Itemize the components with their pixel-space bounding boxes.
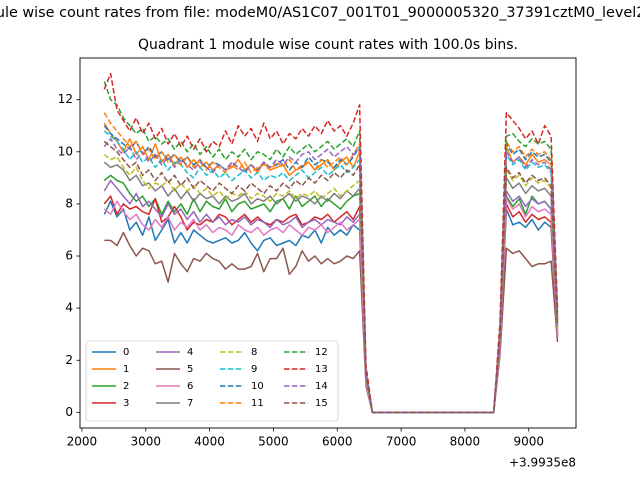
legend-label-15: 15 bbox=[315, 398, 328, 409]
series-lines bbox=[103, 72, 559, 414]
y-tick-label: 8 bbox=[65, 196, 73, 210]
legend-label-3: 3 bbox=[123, 398, 129, 409]
legend-label-11: 11 bbox=[251, 398, 264, 409]
x-tick-label: 7000 bbox=[386, 435, 417, 449]
legend-frame bbox=[85, 340, 339, 422]
x-tick-label: 4000 bbox=[194, 435, 225, 449]
x-axis: 2000 3000 4000 5000 6000 7000 8000 9000 bbox=[67, 428, 544, 449]
legend-label-0: 0 bbox=[123, 347, 129, 358]
legend-label-10: 10 bbox=[251, 381, 264, 392]
y-tick-label: 10 bbox=[58, 144, 73, 158]
y-tick-label: 12 bbox=[58, 92, 73, 106]
plot-area bbox=[79, 57, 577, 429]
legend-label-1: 1 bbox=[123, 364, 129, 375]
x-tick-label: 9000 bbox=[513, 435, 544, 449]
x-tick-label: 5000 bbox=[258, 435, 289, 449]
x-axis-offset-label: +3.9935e8 bbox=[509, 456, 576, 470]
chart-title: Quadrant 1 module wise count rates with … bbox=[138, 37, 518, 53]
x-tick-label: 2000 bbox=[67, 435, 98, 449]
y-tick-label: 0 bbox=[65, 405, 73, 419]
y-tick-label: 6 bbox=[65, 249, 73, 263]
legend-label-5: 5 bbox=[187, 364, 193, 375]
x-tick-label: 8000 bbox=[450, 435, 481, 449]
x-tick-label: 3000 bbox=[130, 435, 161, 449]
legend-label-2: 2 bbox=[123, 381, 129, 392]
legend-label-8: 8 bbox=[251, 347, 257, 358]
axes-frame bbox=[79, 57, 577, 429]
series-line-8 bbox=[103, 153, 559, 414]
y-tick-label: 4 bbox=[65, 301, 73, 315]
legend-label-9: 9 bbox=[251, 364, 257, 375]
legend-label-6: 6 bbox=[187, 381, 193, 392]
legend-label-14: 14 bbox=[315, 381, 328, 392]
x-tick-label: 6000 bbox=[322, 435, 353, 449]
y-tick-label: 2 bbox=[65, 353, 73, 367]
legend-label-12: 12 bbox=[315, 347, 328, 358]
series-line-15 bbox=[103, 140, 559, 414]
figure-suptitle: Quadrant 1 module wise count rates from … bbox=[0, 5, 640, 21]
legend-label-4: 4 bbox=[187, 347, 193, 358]
y-axis: 0 2 4 6 8 10 12 bbox=[58, 92, 80, 419]
legend-label-7: 7 bbox=[187, 398, 193, 409]
legend-label-13: 13 bbox=[315, 364, 328, 375]
